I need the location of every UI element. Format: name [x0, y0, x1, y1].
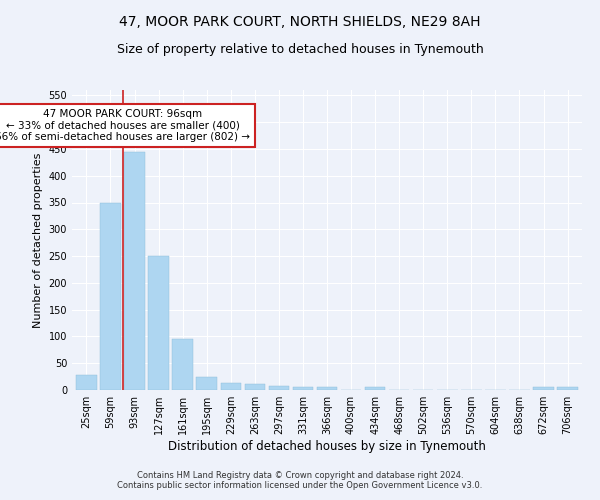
- Text: Size of property relative to detached houses in Tynemouth: Size of property relative to detached ho…: [116, 42, 484, 56]
- Bar: [172, 339, 193, 390]
- Bar: [293, 387, 313, 390]
- X-axis label: Distribution of detached houses by size in Tynemouth: Distribution of detached houses by size …: [168, 440, 486, 453]
- Bar: [148, 256, 169, 390]
- Text: 47, MOOR PARK COURT, NORTH SHIELDS, NE29 8AH: 47, MOOR PARK COURT, NORTH SHIELDS, NE29…: [119, 15, 481, 29]
- Bar: [100, 202, 121, 390]
- Bar: [317, 387, 337, 390]
- Bar: [76, 375, 97, 390]
- Bar: [245, 384, 265, 390]
- Bar: [196, 376, 217, 390]
- Bar: [221, 382, 241, 390]
- Y-axis label: Number of detached properties: Number of detached properties: [33, 152, 43, 328]
- Text: 47 MOOR PARK COURT: 96sqm
← 33% of detached houses are smaller (400)
66% of semi: 47 MOOR PARK COURT: 96sqm ← 33% of detac…: [0, 109, 250, 142]
- Bar: [124, 152, 145, 390]
- Bar: [557, 388, 578, 390]
- Bar: [269, 386, 289, 390]
- Bar: [533, 388, 554, 390]
- Bar: [365, 387, 385, 390]
- Text: Contains HM Land Registry data © Crown copyright and database right 2024.
Contai: Contains HM Land Registry data © Crown c…: [118, 470, 482, 490]
